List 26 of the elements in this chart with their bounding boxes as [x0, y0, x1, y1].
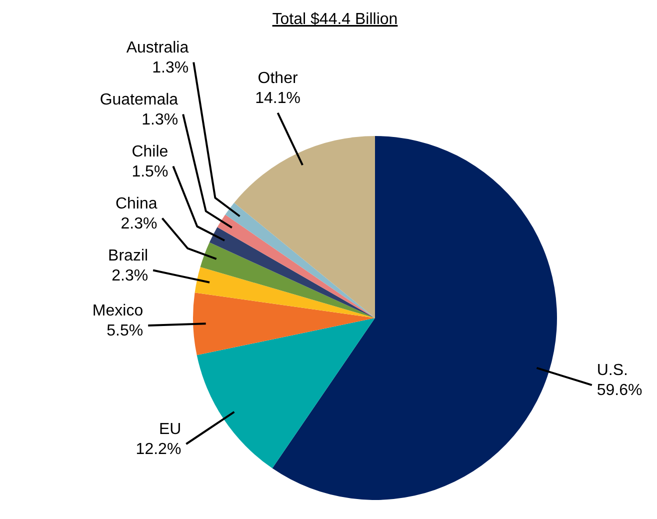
slice-label: Other [258, 70, 298, 87]
slice-label: EU [158, 421, 182, 438]
pie-slice [194, 267, 375, 318]
pie-slice [193, 292, 375, 356]
data-label: 59.6% [596, 382, 642, 400]
slice-label: Guatemala [100, 91, 178, 108]
data-label: 14.1% [255, 90, 300, 107]
slice-label: U.S. [596, 362, 628, 380]
slice-label: Mexico [92, 302, 144, 320]
data-label: 2.3% [120, 215, 158, 232]
pie-slice [196, 318, 375, 468]
pie-slice [272, 136, 557, 500]
data-label: 1.5% [132, 163, 168, 180]
slice-label: Brazil [108, 247, 148, 264]
slice-label: China [115, 195, 158, 212]
pie-slice [234, 136, 375, 318]
chart-title: Total $44.4 Billion [272, 11, 398, 28]
data-label: 1.3% [152, 59, 189, 76]
pie-slice [209, 227, 375, 318]
data-label: 2.3% [112, 267, 148, 284]
slice-label: Australia [126, 39, 189, 56]
data-label: 1.3% [142, 111, 178, 128]
data-label: 12.2% [136, 441, 182, 458]
slice-label: Chile [132, 143, 168, 160]
data-label: 5.5% [106, 322, 144, 340]
pie-slice [200, 242, 375, 318]
